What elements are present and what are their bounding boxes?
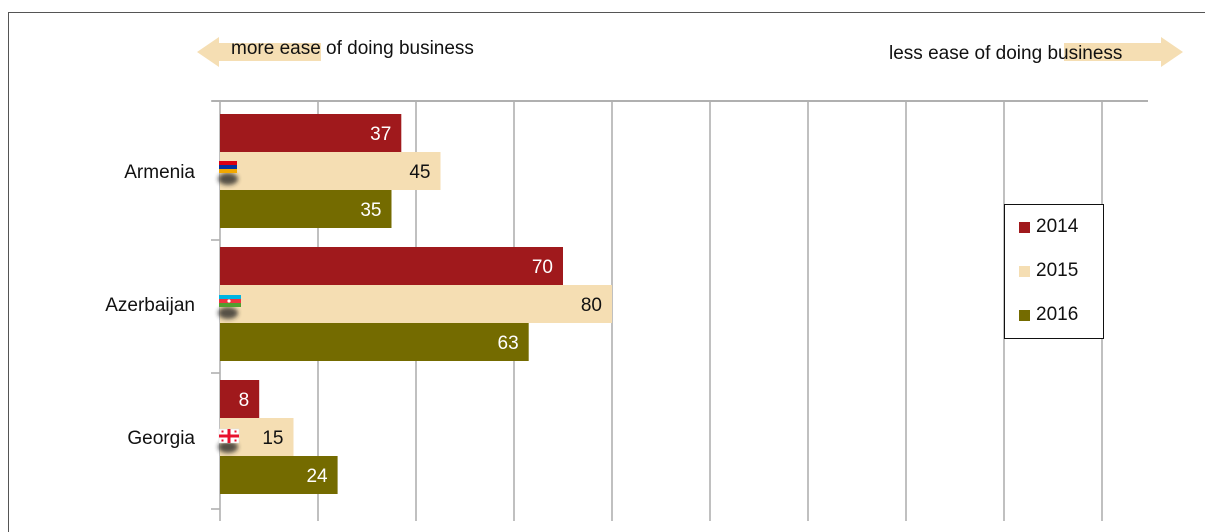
right-arrow-icon <box>1064 37 1183 67</box>
category-labels: Armenia Azerbaijan Georgia <box>105 162 195 449</box>
category-label-georgia: Georgia <box>127 428 195 449</box>
legend-swatch-2016 <box>1019 309 1030 321</box>
azerbaijan-flag-icon <box>218 295 241 319</box>
direction-arrows <box>197 37 1183 67</box>
value-label-azerbaijan-2016: 63 <box>498 333 519 354</box>
value-label-azerbaijan-2015: 80 <box>581 295 602 316</box>
bar-armenia-2016 <box>220 190 392 228</box>
bar-azerbaijan-2015 <box>220 285 612 323</box>
bar-armenia-2015 <box>220 152 441 190</box>
bar-azerbaijan-2016 <box>220 323 529 361</box>
bar-azerbaijan-2014 <box>220 247 563 285</box>
legend: 2014 2015 2016 <box>1004 204 1104 339</box>
legend-item-2014: 2014 <box>1019 215 1078 239</box>
bar-chart: 37 45 35 70 80 63 8 15 24 Armenia Azerbaijan Georg… <box>105 37 1183 521</box>
more-ease-label: more ease of doing business <box>231 38 474 59</box>
legend-item-2016: 2016 <box>1019 303 1078 327</box>
legend-item-2015: 2015 <box>1019 259 1078 283</box>
category-label-armenia: Armenia <box>124 162 195 183</box>
legend-label-2014: 2014 <box>1036 216 1079 237</box>
armenia-flag-icon <box>218 161 238 185</box>
value-label-georgia-2016: 24 <box>306 466 328 487</box>
legend-label-2016: 2016 <box>1036 304 1079 325</box>
legend-swatch-2014 <box>1019 221 1030 233</box>
value-label-armenia-2016: 35 <box>360 200 381 221</box>
georgia-flag-icon <box>218 428 240 453</box>
chart-frame: 37 45 35 70 80 63 8 15 24 Armenia Azerbaijan Georg… <box>8 12 1205 532</box>
bar-georgia-2014 <box>220 380 260 418</box>
value-label-armenia-2015: 45 <box>409 162 430 183</box>
less-ease-label: less ease of doing business <box>889 43 1123 64</box>
flags <box>218 161 241 453</box>
legend-label-2015: 2015 <box>1036 260 1079 281</box>
legend-swatch-2015 <box>1019 265 1030 277</box>
bar-armenia-2014 <box>220 114 402 152</box>
bar-georgia-2016 <box>220 456 338 494</box>
left-arrow-icon <box>197 37 321 67</box>
bars <box>220 114 612 494</box>
category-label-azerbaijan: Azerbaijan <box>105 295 195 316</box>
value-label-georgia-2014: 8 <box>239 390 250 411</box>
value-labels: 37 45 35 70 80 63 8 15 24 <box>239 124 602 487</box>
value-label-georgia-2015: 15 <box>262 428 283 449</box>
value-label-armenia-2014: 37 <box>370 124 391 145</box>
value-label-azerbaijan-2014: 70 <box>532 257 553 278</box>
